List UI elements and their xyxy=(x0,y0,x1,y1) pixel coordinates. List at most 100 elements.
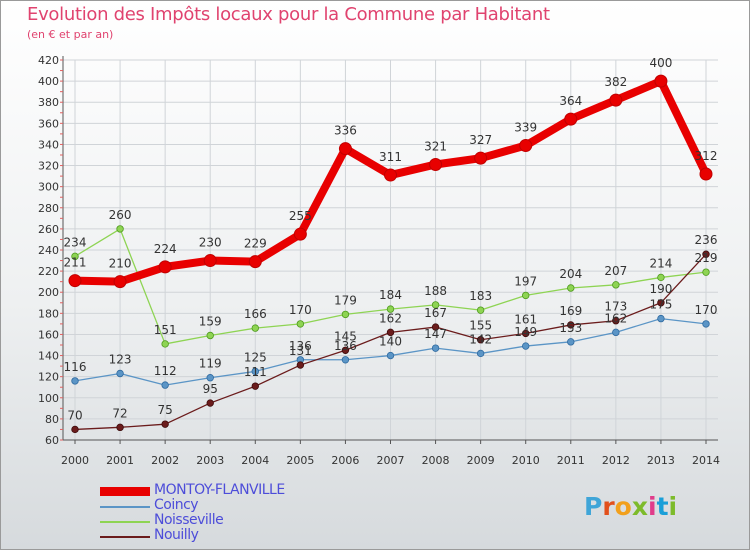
data-label-coincy: 140 xyxy=(379,335,402,349)
x-tick-label: 2004 xyxy=(241,454,269,467)
svg-text:Proxiti: Proxiti xyxy=(584,492,677,520)
logo-letter: r xyxy=(602,492,615,520)
data-label-noisseville: 219 xyxy=(695,251,718,265)
data-label-coincy: 116 xyxy=(64,360,87,374)
y-tick-label: 220 xyxy=(38,265,59,278)
data-label-coincy: 149 xyxy=(514,325,537,339)
data-label-coincy: 142 xyxy=(469,332,492,346)
data-point-coincy xyxy=(431,344,440,352)
data-label-coincy: 170 xyxy=(695,303,718,317)
data-point-montoy-flanville xyxy=(384,168,397,182)
data-label-montoy-flanville: 382 xyxy=(604,75,627,89)
x-tick-label: 2014 xyxy=(692,454,720,467)
data-point-nouilly xyxy=(612,317,620,325)
y-tick-label: 360 xyxy=(38,117,59,130)
data-point-montoy-flanville xyxy=(654,74,668,88)
data-point-coincy xyxy=(567,338,575,346)
y-tick-label: 60 xyxy=(45,434,59,447)
data-point-nouilly xyxy=(161,420,169,428)
data-point-montoy-flanville xyxy=(429,158,443,171)
legend: MONTOY-FLANVILLE Coincy Noisseville Noui… xyxy=(100,482,330,544)
data-label-coincy: 153 xyxy=(559,321,582,335)
legend-item-montoy-flanville: MONTOY-FLANVILLE xyxy=(100,482,330,499)
data-label-nouilly: 161 xyxy=(514,312,537,326)
data-point-noisseville xyxy=(386,305,395,313)
data-point-nouilly xyxy=(206,399,214,407)
data-label-coincy: 125 xyxy=(244,350,267,364)
data-label-montoy-flanville: 229 xyxy=(244,237,267,251)
data-point-noisseville xyxy=(116,225,124,233)
data-label-montoy-flanville: 210 xyxy=(109,257,132,271)
logo-letter: o xyxy=(615,492,632,520)
data-point-montoy-flanville xyxy=(293,227,307,241)
chart-subtitle: (en € et par an) xyxy=(27,28,114,41)
data-point-montoy-flanville xyxy=(564,112,578,126)
data-point-nouilly xyxy=(386,328,395,337)
data-point-coincy xyxy=(657,314,665,323)
data-label-montoy-flanville: 255 xyxy=(289,209,312,223)
data-point-coincy xyxy=(341,356,350,364)
legend-label-nouilly: Nouilly xyxy=(154,527,199,543)
data-point-noisseville xyxy=(71,252,79,261)
data-point-nouilly xyxy=(341,346,350,354)
data-point-montoy-flanville xyxy=(248,255,262,269)
legend-swatch-nouilly xyxy=(100,536,150,538)
logo-letter: t xyxy=(657,492,669,520)
x-tick-label: 2011 xyxy=(557,454,585,467)
legend-swatch-coincy xyxy=(100,506,150,508)
y-tick-label: 80 xyxy=(45,413,59,426)
y-tick-label: 200 xyxy=(38,286,59,299)
data-label-montoy-flanville: 339 xyxy=(514,121,537,135)
y-tick-label: 400 xyxy=(38,75,59,88)
data-label-nouilly: 236 xyxy=(695,233,718,247)
y-tick-label: 100 xyxy=(38,392,59,405)
data-label-nouilly: 167 xyxy=(424,306,447,320)
y-tick-label: 140 xyxy=(38,350,59,363)
data-label-coincy: 147 xyxy=(424,327,447,341)
data-point-noisseville xyxy=(341,310,350,319)
data-label-noisseville: 234 xyxy=(64,235,87,249)
data-label-coincy: 119 xyxy=(199,357,222,371)
data-label-nouilly: 131 xyxy=(289,344,312,358)
data-label-nouilly: 169 xyxy=(559,304,582,318)
data-point-montoy-flanville xyxy=(519,139,533,152)
data-label-nouilly: 162 xyxy=(379,311,402,325)
data-point-noisseville xyxy=(522,291,530,300)
data-point-coincy xyxy=(612,328,620,337)
legend-item-coincy: Coincy xyxy=(100,497,330,514)
data-label-coincy: 112 xyxy=(154,364,177,378)
data-label-montoy-flanville: 321 xyxy=(424,140,447,154)
data-label-noisseville: 151 xyxy=(154,323,177,337)
data-point-noisseville xyxy=(657,273,665,282)
legend-item-noisseville: Noisseville xyxy=(100,512,330,529)
data-point-coincy xyxy=(251,367,259,376)
data-label-montoy-flanville: 312 xyxy=(695,149,718,163)
x-tick-label: 2012 xyxy=(602,454,630,467)
chart-title: Evolution des Impôts locaux pour la Comm… xyxy=(27,4,550,25)
data-label-montoy-flanville: 400 xyxy=(649,56,672,70)
data-point-coincy xyxy=(161,381,169,389)
logo-letter: x xyxy=(632,492,648,520)
data-label-nouilly: 190 xyxy=(649,282,672,296)
y-tick-label: 160 xyxy=(38,328,59,341)
data-label-noisseville: 197 xyxy=(514,274,537,288)
y-tick-label: 180 xyxy=(38,307,59,320)
data-point-nouilly xyxy=(522,329,530,338)
data-point-coincy xyxy=(522,342,530,350)
data-label-coincy: 136 xyxy=(289,339,312,353)
legend-swatch-montoy-flanville xyxy=(100,487,150,496)
data-point-nouilly xyxy=(567,321,575,329)
data-label-montoy-flanville: 364 xyxy=(559,94,582,108)
proxiti-logo: Proxiti xyxy=(584,492,677,520)
data-label-coincy: 162 xyxy=(604,311,627,325)
data-label-montoy-flanville: 327 xyxy=(469,133,492,147)
data-label-noisseville: 260 xyxy=(109,208,132,222)
data-label-noisseville: 204 xyxy=(559,267,582,281)
x-tick-label: 2000 xyxy=(61,454,89,467)
data-label-nouilly: 111 xyxy=(244,365,267,379)
data-point-coincy xyxy=(206,374,214,382)
series-layer xyxy=(68,74,713,434)
data-label-montoy-flanville: 230 xyxy=(199,236,222,250)
